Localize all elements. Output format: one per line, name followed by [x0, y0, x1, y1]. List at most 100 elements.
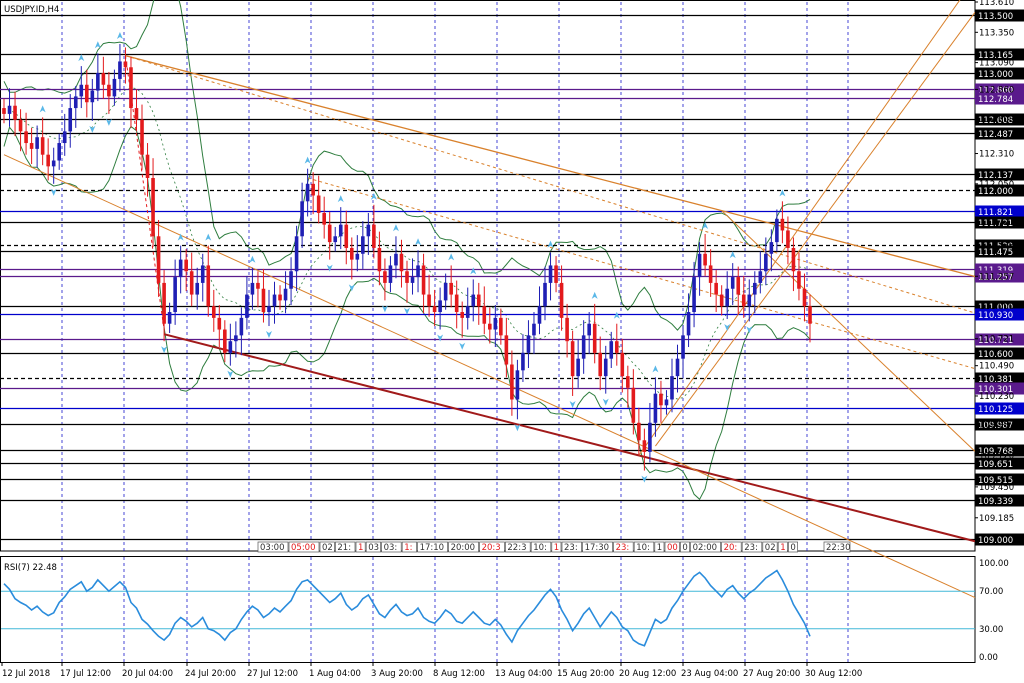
candle-body [488, 323, 492, 330]
candle-body [493, 317, 498, 330]
candle-body [692, 277, 696, 313]
candle-body [73, 96, 78, 109]
candle-body [40, 137, 45, 155]
candle-body [537, 306, 542, 324]
candle-body [708, 265, 713, 283]
candle-body [543, 282, 547, 307]
fractal-down-arrow [326, 264, 333, 272]
level-price-label: 111.257 [978, 273, 1013, 283]
candle-body [504, 335, 509, 365]
time-marker-text: 10: [533, 543, 547, 553]
level-price-tag [975, 347, 1024, 360]
level-price-label: 113.000 [978, 70, 1013, 80]
level-price-tag [975, 9, 1024, 22]
candle-body [802, 288, 807, 307]
time-marker-text: 23: [616, 543, 630, 553]
fractal-arrows [39, 31, 786, 483]
time-marker-text: 1 [554, 543, 559, 553]
time-marker-cell [335, 541, 356, 553]
level-price-tag [975, 205, 1024, 218]
level-price-label: 110.600 [978, 350, 1013, 360]
candle-body [515, 370, 520, 400]
candle-body [300, 201, 304, 237]
level-price-label: 109.651 [978, 460, 1013, 470]
candle-body [449, 282, 453, 295]
y-tick-label: 111.721 [979, 218, 1014, 228]
candle-body [228, 341, 233, 353]
candle-body [532, 323, 536, 336]
level-price-label: 110.125 [978, 405, 1013, 415]
level-price-tag [975, 113, 1024, 126]
candle-body [140, 119, 144, 155]
candle-body [719, 294, 724, 307]
candle-body [510, 364, 514, 400]
level-price-tag [975, 92, 1024, 105]
time-marker-text: 21: [337, 543, 351, 553]
candle-body [129, 67, 133, 109]
candle-body [267, 306, 271, 313]
fractal-up-arrow [39, 105, 46, 113]
time-marker-text: 17:10 [420, 543, 445, 553]
level-price-label: 112.137 [978, 171, 1013, 181]
time-marker-text: 05:00 [291, 543, 316, 553]
fractal-up-arrow [78, 54, 85, 62]
candle-body [797, 271, 801, 289]
level-price-tag [975, 494, 1024, 507]
candle-body [200, 265, 205, 283]
candle-body [145, 154, 150, 179]
candle-body [471, 294, 476, 307]
rsi-panel: 100.00 70.00 30.00 0.00 [1, 559, 1009, 663]
candle-body [581, 335, 586, 359]
candle-body [206, 265, 211, 307]
candle-body [217, 317, 222, 330]
candle-body [51, 160, 56, 167]
time-marker-text: 1 [780, 543, 785, 553]
level-price-tag [975, 67, 1024, 80]
fractal-up-arrow [392, 224, 399, 232]
level-price-tag [975, 457, 1024, 470]
candle-body [476, 294, 481, 307]
candle-body [769, 242, 774, 254]
candle-body [107, 84, 111, 97]
y-tick-label: 113.610 [979, 0, 1014, 8]
x-tick-label: 12 Jul 2018 [2, 669, 50, 679]
time-marker-cell [680, 541, 690, 553]
candle-body [405, 271, 409, 283]
time-marker-text: 0 [682, 543, 687, 553]
candle-body [454, 294, 459, 313]
candle-body [278, 294, 282, 301]
candle-body [791, 247, 796, 272]
y-tick-label: 112.608 [979, 115, 1014, 125]
time-marker-text: 20:00 [451, 543, 476, 553]
x-tick-label: 23 Aug 04:00 [681, 669, 738, 679]
lower-trend-line [163, 333, 976, 543]
long-descending-line [3, 154, 976, 598]
candle-body [410, 277, 415, 283]
fractal-down-arrow [514, 424, 521, 432]
x-tick-label: 17 Jul 12:00 [60, 669, 111, 679]
x-tick-label: 27 Aug 20:00 [743, 669, 800, 679]
time-marker-text: 23: [564, 543, 578, 553]
time-marker-text: 23: [744, 543, 758, 553]
time-marker-cell [355, 541, 366, 553]
level-price-label: 109.000 [978, 536, 1013, 546]
level-price-label: 110.721 [978, 336, 1013, 346]
time-marker-cell [823, 541, 851, 553]
candle-body [576, 358, 580, 377]
candle-body [482, 306, 487, 324]
x-tick-label: 20 Aug 12:00 [619, 669, 676, 679]
candle-body [648, 422, 652, 452]
candle-body [327, 224, 332, 243]
candle-body [256, 282, 260, 289]
candle-body [344, 224, 349, 248]
fractal-up-arrow [304, 156, 311, 164]
level-price-tag [975, 184, 1024, 197]
candle-body [366, 224, 371, 237]
time-marker-cell [788, 541, 798, 553]
candle-body [151, 178, 155, 237]
candle-body [675, 358, 680, 377]
fractal-up-arrow [702, 221, 709, 229]
fractal-down-arrow [404, 307, 410, 315]
y-tick-label: 111.257 [979, 272, 1014, 282]
